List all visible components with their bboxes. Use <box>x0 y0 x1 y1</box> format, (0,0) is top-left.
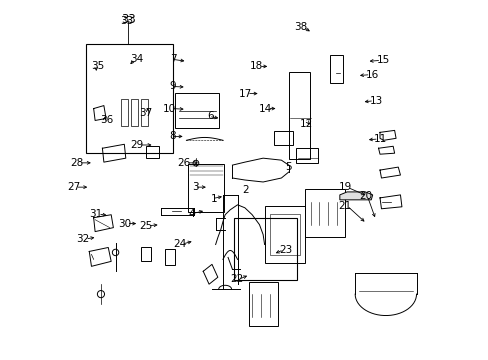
Text: 15: 15 <box>376 55 389 65</box>
Text: 32: 32 <box>77 234 90 244</box>
Text: 36: 36 <box>100 115 113 125</box>
Bar <box>289 72 309 159</box>
Bar <box>145 146 158 158</box>
Text: 26: 26 <box>177 158 190 168</box>
Bar <box>274 131 292 145</box>
Text: 1: 1 <box>210 194 217 203</box>
Text: 13: 13 <box>369 96 382 106</box>
Bar <box>187 164 224 212</box>
Bar <box>305 189 345 237</box>
Text: 23: 23 <box>279 245 292 255</box>
Text: 25: 25 <box>139 221 152 231</box>
Bar <box>164 249 174 265</box>
Text: 5: 5 <box>285 162 291 172</box>
Text: 37: 37 <box>139 108 152 118</box>
Text: 19: 19 <box>338 182 351 192</box>
Text: 20: 20 <box>358 191 371 201</box>
Bar <box>85 44 173 153</box>
Text: 9: 9 <box>169 81 176 91</box>
Text: 35: 35 <box>91 62 104 71</box>
Bar <box>248 282 277 327</box>
Text: 33: 33 <box>120 16 133 26</box>
Text: 10: 10 <box>163 104 176 113</box>
Text: 24: 24 <box>173 239 186 249</box>
Text: 38: 38 <box>294 22 307 32</box>
Text: 4: 4 <box>188 209 195 219</box>
Text: 7: 7 <box>170 54 176 64</box>
Bar <box>295 148 317 163</box>
Text: 12: 12 <box>300 118 313 129</box>
Text: 18: 18 <box>250 62 263 71</box>
Text: 2: 2 <box>242 185 248 195</box>
Text: 28: 28 <box>70 158 83 168</box>
Text: 34: 34 <box>130 54 143 64</box>
Text: 27: 27 <box>67 182 80 192</box>
Text: 22: 22 <box>230 274 243 284</box>
Text: 33: 33 <box>121 13 136 26</box>
Text: 21: 21 <box>338 201 351 211</box>
Text: 30: 30 <box>118 219 131 229</box>
Text: 14: 14 <box>258 104 271 113</box>
Bar <box>131 99 138 126</box>
Bar <box>264 206 305 264</box>
Bar <box>121 99 128 126</box>
Bar <box>175 93 219 128</box>
Text: 6: 6 <box>206 111 213 121</box>
Text: 17: 17 <box>238 89 251 99</box>
Bar <box>141 247 151 261</box>
Text: 31: 31 <box>89 209 102 219</box>
Text: 16: 16 <box>365 69 378 80</box>
Text: 8: 8 <box>169 131 176 141</box>
Bar <box>270 214 299 255</box>
Text: 29: 29 <box>130 140 143 150</box>
Bar <box>234 217 296 280</box>
Bar <box>329 55 342 83</box>
Text: 11: 11 <box>373 134 386 144</box>
Bar <box>141 99 148 126</box>
Text: 3: 3 <box>192 182 199 192</box>
Polygon shape <box>339 192 372 200</box>
